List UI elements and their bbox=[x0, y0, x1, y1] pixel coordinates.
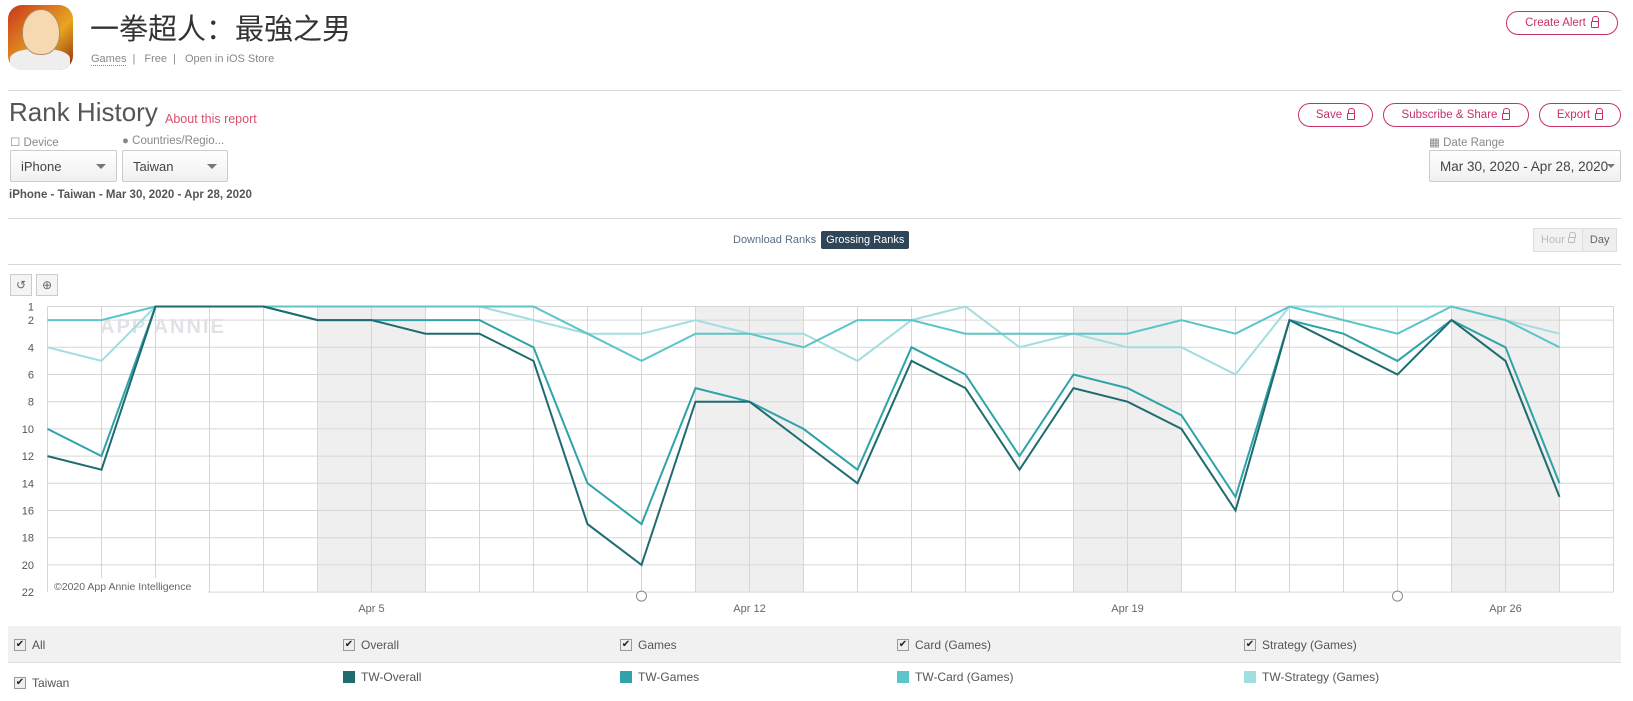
price-label: Free bbox=[144, 53, 168, 65]
device-label: ☐ Device bbox=[10, 137, 59, 149]
legend-country-taiwan[interactable]: ✔ Taiwan bbox=[14, 676, 70, 690]
x-tick-label: Apr 5 bbox=[358, 603, 384, 615]
divider bbox=[8, 90, 1621, 91]
globe-icon: ● bbox=[122, 135, 129, 147]
y-tick-label: 14 bbox=[22, 478, 34, 490]
y-tick-label: 12 bbox=[22, 451, 34, 463]
y-tick-label: 10 bbox=[22, 424, 34, 436]
annotation-marker-icon[interactable] bbox=[1392, 590, 1403, 602]
x-tick-label: Apr 26 bbox=[1489, 603, 1521, 615]
rank-type-tabs: Download Ranks Grossing Ranks bbox=[728, 231, 910, 249]
create-alert-button[interactable]: Create Alert bbox=[1506, 11, 1618, 35]
zoom-icon: ⊕ bbox=[41, 278, 53, 292]
chevron-down-icon bbox=[207, 164, 217, 169]
copyright-bg bbox=[48, 578, 208, 593]
granularity-toggle: Hour Day bbox=[1533, 228, 1618, 252]
y-tick-label: 20 bbox=[22, 560, 34, 572]
undo-icon: ↺ bbox=[15, 278, 27, 292]
report-summary: iPhone - Taiwan - Mar 30, 2020 - Apr 28,… bbox=[9, 189, 252, 201]
series-line-tw-overall bbox=[47, 305, 1561, 567]
checkbox-checked-icon: ✔ bbox=[897, 639, 909, 651]
legend-header-row: ✔ All ✔ Overall ✔ Games ✔ Card (Games) ✔ Stra… bbox=[8, 626, 1621, 663]
reset-zoom-button[interactable]: ↺ bbox=[10, 274, 32, 296]
y-tick-label: 6 bbox=[28, 370, 34, 382]
chevron-down-icon bbox=[1607, 164, 1615, 168]
legend-series-games[interactable]: TW-Games bbox=[620, 670, 699, 684]
annotation-marker-icon[interactable] bbox=[636, 590, 647, 602]
y-tick-label: 18 bbox=[22, 533, 34, 545]
country-dropdown[interactable]: Taiwan bbox=[122, 150, 228, 182]
x-tick-label: Apr 12 bbox=[733, 603, 765, 615]
device-dropdown[interactable]: iPhone bbox=[10, 150, 117, 182]
checkbox-checked-icon: ✔ bbox=[343, 639, 355, 651]
open-store-link[interactable]: Open in iOS Store bbox=[184, 53, 275, 65]
y-tick-label: 22 bbox=[22, 587, 34, 599]
date-range-dropdown[interactable]: Mar 30, 2020 - Apr 28, 2020 bbox=[1429, 150, 1621, 182]
calendar-icon: ▦ bbox=[1429, 137, 1440, 149]
subscribe-share-button[interactable]: Subscribe & Share bbox=[1383, 103, 1529, 127]
checkbox-checked-icon: ✔ bbox=[620, 639, 632, 651]
y-tick-label: 1 bbox=[28, 302, 34, 314]
checkbox-checked-icon: ✔ bbox=[14, 677, 26, 689]
y-tick-label: 4 bbox=[28, 342, 34, 354]
legend-games[interactable]: ✔ Games bbox=[620, 638, 677, 652]
y-tick-label: 2 bbox=[28, 315, 34, 327]
lock-icon bbox=[1567, 232, 1576, 243]
app-title: 一拳超人：最強之男 bbox=[90, 12, 352, 46]
day-button[interactable]: Day bbox=[1581, 229, 1617, 251]
copyright: ©2020 App Annie Intelligence bbox=[54, 581, 192, 593]
legend-series-row: ✔ Taiwan TW-Overall TW-Games TW-Card (Gam… bbox=[8, 664, 1621, 701]
app-links: Games | Free | Open in iOS Store bbox=[91, 53, 275, 66]
lock-icon bbox=[1590, 16, 1599, 28]
legend-strategy[interactable]: ✔ Strategy (Games) bbox=[1244, 638, 1357, 652]
hour-button[interactable]: Hour bbox=[1534, 229, 1582, 251]
legend-card[interactable]: ✔ Card (Games) bbox=[897, 638, 992, 652]
category-link[interactable]: Games bbox=[91, 53, 127, 66]
chevron-down-icon bbox=[96, 164, 106, 169]
app-icon bbox=[8, 5, 73, 70]
legend-overall[interactable]: ✔ Overall bbox=[343, 638, 400, 652]
lock-icon bbox=[1347, 108, 1356, 120]
divider bbox=[8, 218, 1621, 219]
country-label: ● Countries/Regio... bbox=[122, 135, 225, 147]
tab-download-ranks[interactable]: Download Ranks bbox=[733, 234, 817, 246]
checkbox-checked-icon: ✔ bbox=[1244, 639, 1256, 651]
device-icon: ☐ bbox=[10, 137, 21, 149]
y-tick-label: 8 bbox=[28, 397, 34, 409]
lock-icon bbox=[1502, 108, 1511, 120]
x-tick-label: Apr 19 bbox=[1111, 603, 1143, 615]
save-button[interactable]: Save bbox=[1298, 103, 1373, 127]
legend-series-strategy[interactable]: TW-Strategy (Games) bbox=[1244, 670, 1379, 684]
tab-grossing-ranks[interactable]: Grossing Ranks bbox=[821, 231, 910, 249]
divider bbox=[8, 264, 1621, 265]
legend-all[interactable]: ✔ All bbox=[14, 638, 46, 652]
page-title: Rank History bbox=[9, 97, 158, 127]
series-line-tw-card-games- bbox=[47, 305, 1560, 363]
checkbox-checked-icon: ✔ bbox=[14, 639, 26, 651]
zoom-in-button[interactable]: ⊕ bbox=[36, 274, 58, 296]
legend-series-overall[interactable]: TW-Overall bbox=[343, 670, 421, 684]
watermark: APP ANNIE bbox=[100, 316, 226, 338]
legend-series-card[interactable]: TW-Card (Games) bbox=[897, 670, 1013, 684]
y-tick-label: 16 bbox=[22, 506, 34, 518]
about-report-link[interactable]: About this report bbox=[165, 112, 257, 126]
rank-history-chart[interactable]: APP ANNIE 12 4 6 8 10 12 14 16 18 20 22 Apr 5 Apr 12… bbox=[0, 0, 1633, 625]
lock-icon bbox=[1595, 108, 1604, 120]
export-button[interactable]: Export bbox=[1539, 103, 1621, 127]
date-range-label: ▦ Date Range bbox=[1429, 137, 1505, 149]
